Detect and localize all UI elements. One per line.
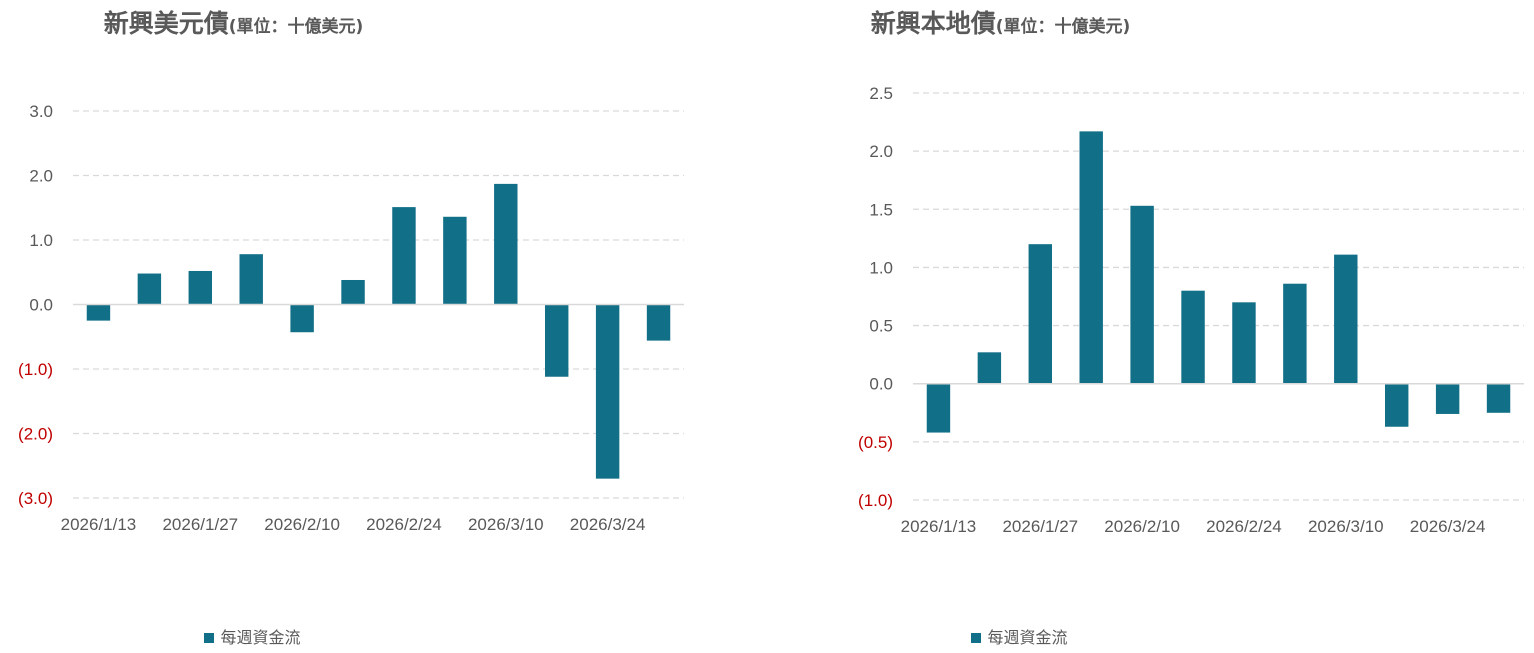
x-tick-label: 2026/3/10: [1308, 517, 1384, 536]
y-tick-label: 2.0: [29, 167, 53, 186]
chart-plot: 2.5 2.0 1.5 1.0 0.5 0.0 (0.5) (1.0) 2026/1/13 202…: [858, 84, 1524, 536]
legend-swatch: [204, 633, 215, 643]
y-tick-label: 0.0: [29, 296, 53, 315]
bar: [1232, 302, 1256, 384]
y-tick-label: (1.0): [858, 491, 893, 510]
x-tick-label: 2026/3/24: [570, 515, 646, 534]
bar: [1486, 383, 1511, 413]
bar: [595, 304, 620, 479]
bar: [494, 183, 518, 305]
y-tick-label: (2.0): [18, 425, 53, 444]
y-tick-label: (1.0): [18, 360, 53, 379]
bar: [977, 352, 1002, 384]
y-tick-label: 3.0: [29, 102, 53, 121]
bar: [1130, 205, 1154, 384]
chart-title: 新興本地債(單位：十億美元): [617, 4, 1384, 40]
bar: [1384, 383, 1409, 427]
legend-label: 每週資金流: [220, 628, 301, 647]
bar: [1181, 290, 1205, 384]
x-tick-label: 2026/3/24: [1410, 517, 1486, 536]
y-tick-label: 0.5: [869, 317, 893, 336]
bar: [392, 207, 416, 305]
x-tick-label: 2026/1/13: [61, 515, 137, 534]
legend-label: 每週資金流: [987, 628, 1068, 647]
chart-legend: 每週資金流: [636, 624, 1403, 648]
bar: [646, 304, 671, 341]
bar: [1435, 383, 1460, 414]
chart-legend: 每週資金流: [0, 624, 636, 648]
y-tick-label: 2.5: [869, 84, 893, 103]
chart-title-main: 新興美元債: [103, 9, 229, 38]
x-tick-label: 2026/3/10: [468, 515, 544, 534]
bar: [443, 216, 467, 305]
chart-title-unit: (單位：十億美元): [995, 17, 1131, 37]
x-tick-label: 2026/2/24: [1206, 517, 1282, 536]
chart-plot: 3.0 2.0 1.0 0.0 (1.0) (2.0) (3.0) 2026/1/13 2026…: [18, 102, 684, 534]
bar: [188, 270, 213, 305]
chart-usd-bond: 新興美元債(單位：十億美元) 3.0 2.0 1.0 0.0 (1.0) (2.0) (3.…: [0, 4, 684, 648]
chart-local-bond: 新興本地債(單位：十億美元) 2.5 2.0 1.5 1.0 0.5 0.0 (0.5) (1…: [767, 0, 1534, 653]
legend-swatch: [971, 633, 982, 643]
x-tick-label: 2026/1/27: [1002, 517, 1078, 536]
x-tick-label: 2026/1/13: [901, 517, 977, 536]
y-tick-label: (3.0): [18, 489, 53, 508]
y-tick-label: 1.5: [869, 200, 893, 219]
x-tick-label: 2026/2/24: [366, 515, 442, 534]
chart-title: 新興美元債(單位：十億美元): [0, 4, 617, 40]
bar: [926, 383, 951, 433]
y-tick-label: 0.0: [869, 375, 893, 394]
bar: [137, 273, 162, 305]
y-tick-label: 1.0: [869, 258, 893, 277]
bar: [1028, 244, 1053, 384]
y-tick-label: 2.0: [869, 142, 893, 161]
bar: [239, 254, 263, 305]
bar: [341, 279, 365, 305]
bar: [290, 304, 314, 333]
bar: [86, 304, 111, 321]
bar: [544, 304, 569, 377]
bar: [1283, 283, 1307, 384]
bar: [1334, 254, 1358, 384]
x-tick-label: 2026/2/10: [1104, 517, 1180, 536]
x-tick-label: 2026/2/10: [264, 515, 340, 534]
y-tick-label: 1.0: [29, 231, 53, 250]
y-tick-label: (0.5): [858, 433, 893, 452]
bar: [1079, 131, 1103, 384]
chart-title-main: 新興本地債: [870, 9, 996, 38]
chart-title-unit: (單位：十億美元): [228, 17, 364, 37]
x-tick-label: 2026/1/27: [162, 515, 238, 534]
